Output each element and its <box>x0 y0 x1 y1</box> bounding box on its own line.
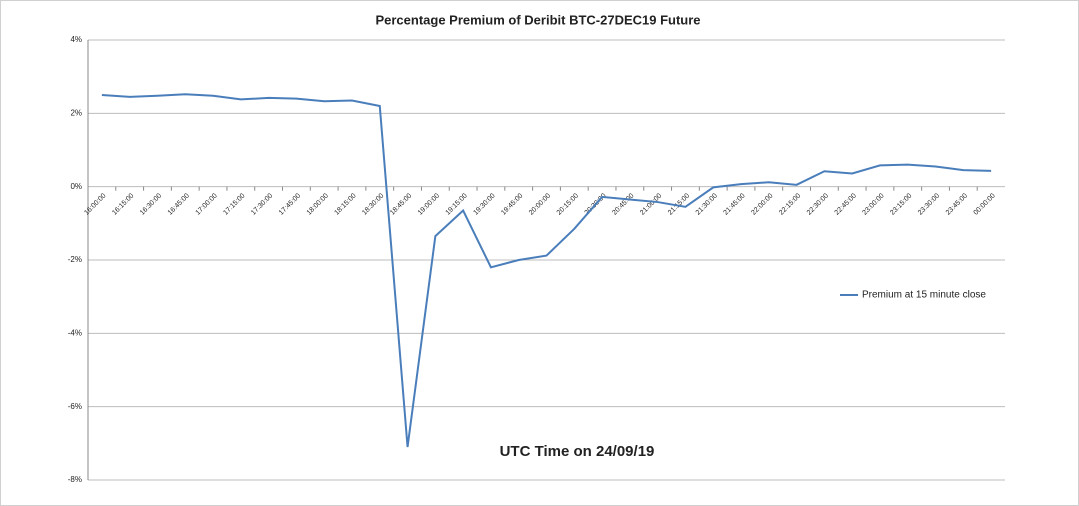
y-tick-label: -8% <box>68 475 82 484</box>
chart-title: Percentage Premium of Deribit BTC-27DEC1… <box>375 12 700 27</box>
y-tick-label: -4% <box>68 328 82 337</box>
y-tick-label: -6% <box>68 402 82 411</box>
y-tick-label: 4% <box>70 35 82 44</box>
legend-label: Premium at 15 minute close <box>862 290 986 301</box>
y-tick-label: 0% <box>70 182 82 191</box>
annotation: UTC Time on 24/09/19 <box>500 443 655 460</box>
data-line <box>101 93 992 448</box>
y-tick-label: -2% <box>68 255 82 264</box>
y-tick-label: 2% <box>70 108 82 117</box>
